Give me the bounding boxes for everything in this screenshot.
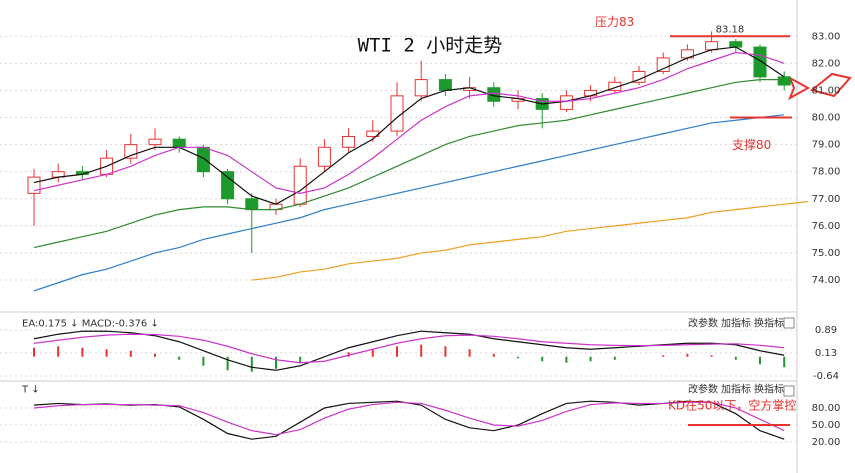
candle-body [172,138,186,148]
y-tick-label: 83.00 [812,31,841,42]
chart-title: WTI 2 小时走势 [358,35,503,57]
level-label: 支撑80 [732,137,771,152]
y-tick-label: 80.00 [812,113,841,124]
candle-body [390,95,404,132]
indicator-button[interactable]: 换指标 [754,317,784,330]
y-tick-label: 81.00 [812,85,841,96]
indicator-button[interactable]: 换指标 [754,382,784,395]
indicator-button[interactable]: 加指标 [721,317,751,330]
y-tick-label: -0.64 [813,371,839,382]
candle-body [559,95,573,110]
y-tick-label: 82.00 [812,58,841,69]
indicator-button[interactable]: 改参数 [688,382,718,395]
line [33,46,785,205]
candle-body [293,165,307,205]
y-tick-label: 75.00 [812,248,841,259]
candle-body [414,79,428,97]
candle-body [753,46,767,78]
candle-body [27,176,41,194]
line [33,114,785,292]
y-tick-label: 0.13 [815,348,837,359]
candle-body [705,41,719,51]
candle-body [221,171,235,200]
line [251,200,809,281]
y-tick-label: 76.00 [812,221,841,232]
candle-body [438,79,452,91]
candle-body [342,135,356,148]
y-tick-label: 77.00 [812,194,841,205]
y-tick-label: 79.00 [812,140,841,151]
indicator-button[interactable]: 改参数 [688,317,718,330]
candle-body [196,146,210,173]
candle-body [608,81,622,91]
line [33,78,785,249]
y-tick-label: 20.00 [812,437,841,448]
candle-body [148,138,162,146]
line [33,333,785,364]
candle-body [245,198,259,211]
candle-body [487,87,501,102]
indicator-button[interactable]: 加指标 [721,382,751,395]
candle-body [124,144,138,159]
level-label: 压力83 [595,15,634,29]
candle-body [317,146,331,167]
line [33,401,785,436]
y-tick-label: 80.00 [812,403,841,414]
close-icon[interactable] [783,385,795,397]
indicator-label: T ↓ [21,384,40,395]
close-icon[interactable] [783,317,795,329]
candle-body [729,41,743,48]
candle-body [777,76,791,86]
y-tick-label: 0.89 [815,325,837,336]
arrow-icon [788,72,852,101]
y-tick-label: 74.00 [812,275,841,286]
y-tick-label: 50.00 [812,420,841,431]
candle-body [656,57,670,72]
indicator-label: EA:0.175 ↓ MACD:-0.376 ↓ [22,319,159,330]
y-tick-label: 78.00 [812,167,841,178]
reference-label: KD在50以下，空方掌控 [668,398,796,413]
line [33,51,785,194]
high-label: 83.18 [716,24,745,35]
